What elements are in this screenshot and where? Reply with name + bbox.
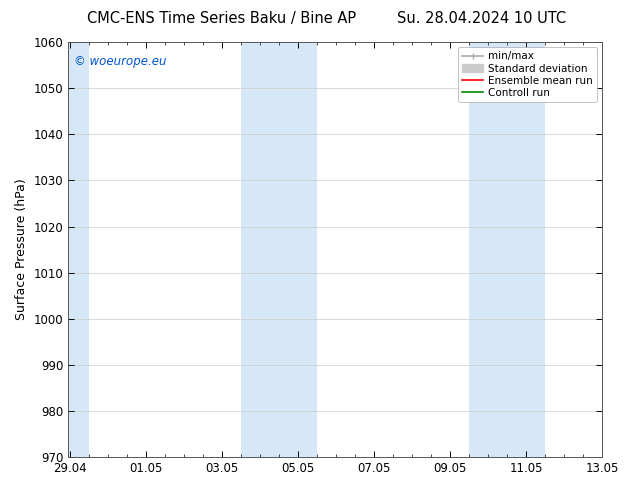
Bar [241,42,317,457]
Bar [68,42,89,457]
Text: © woeurope.eu: © woeurope.eu [74,54,166,68]
Y-axis label: Surface Pressure (hPa): Surface Pressure (hPa) [15,179,28,320]
Text: Su. 28.04.2024 10 UTC: Su. 28.04.2024 10 UTC [398,11,566,26]
Text: CMC-ENS Time Series Baku / Bine AP: CMC-ENS Time Series Baku / Bine AP [87,11,356,26]
Legend: min/max, Standard deviation, Ensemble mean run, Controll run: min/max, Standard deviation, Ensemble me… [458,47,597,102]
Bar [469,42,545,457]
